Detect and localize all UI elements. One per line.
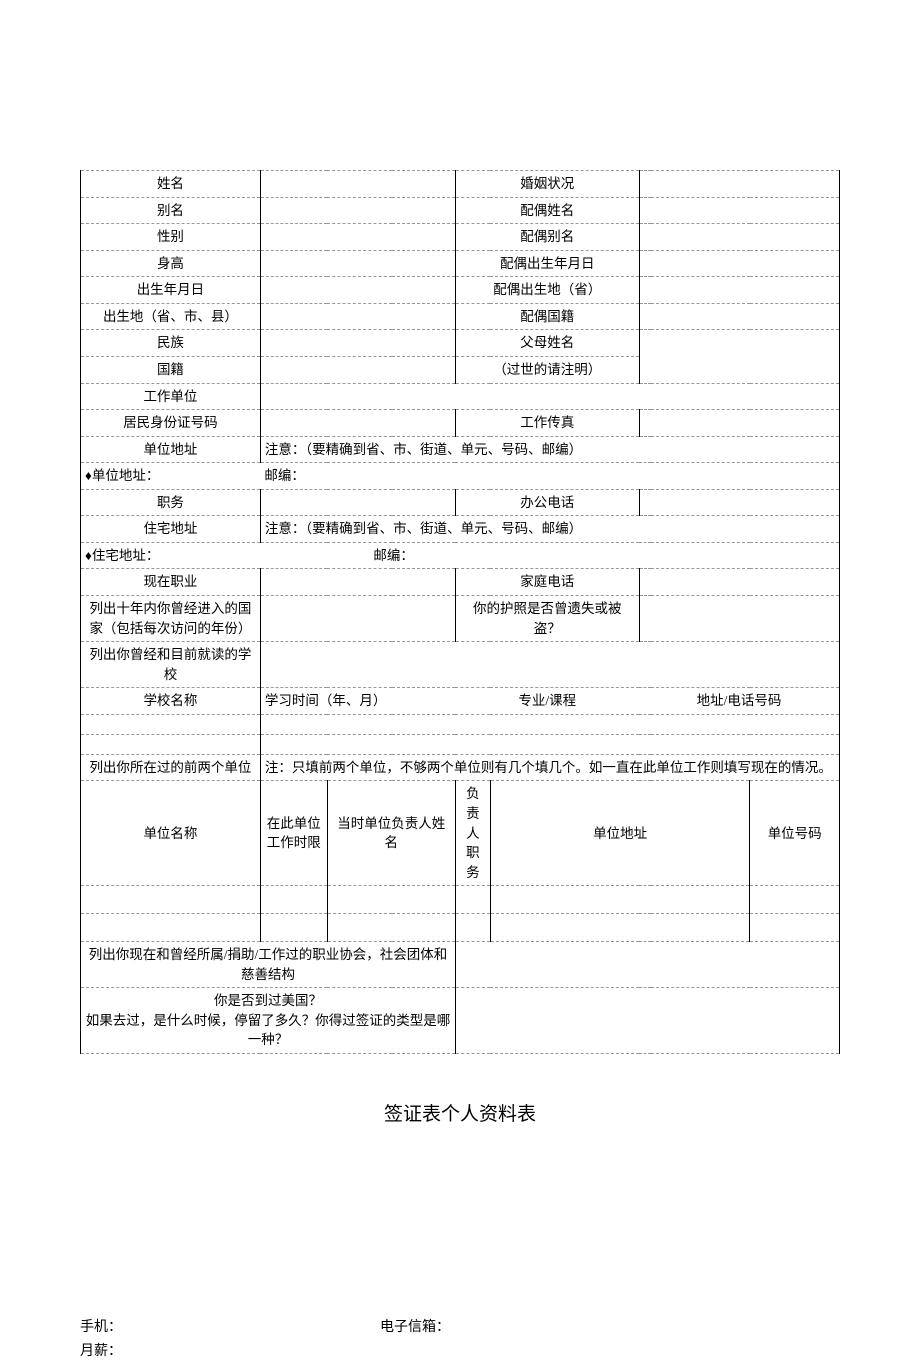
col-supervisor-name: 当时单位负责人姓名: [327, 781, 455, 886]
col-unit-addr: 单位地址: [490, 781, 750, 886]
field-countries-visited[interactable]: [260, 596, 455, 642]
label-marital-status: 婚姻状况: [455, 171, 639, 198]
field-birthplace[interactable]: [260, 303, 455, 330]
col-school-addr-phone: 地址/电话号码: [639, 688, 839, 715]
note-prev-units: 注：只填前两个单位，不够两个单位则有几个填几个。如一直在此单位工作则填写现在的情…: [260, 754, 839, 781]
field-spouse-name[interactable]: [639, 197, 839, 224]
note-unit-address: 注意：（要精确到省、市、街道、单元、号码、邮编）: [260, 436, 839, 463]
prefix-unit-address: ♦单位地址：: [81, 463, 261, 490]
label-home-phone: 家庭电话: [455, 569, 639, 596]
col-work-duration: 在此单位工作时限: [260, 781, 327, 886]
label-work-fax: 工作传真: [455, 410, 639, 437]
field-home-phone[interactable]: [639, 569, 839, 596]
field-passport-lost[interactable]: [639, 596, 839, 642]
prefix-postcode-2: 邮编：: [373, 548, 414, 563]
col-unit-name: 单位名称: [81, 781, 261, 886]
note-home-address: 注意：（要精确到省、市、街道、单元、号码、邮编）: [260, 516, 839, 543]
label-passport-lost: 你的护照是否曾遗失或被盗？: [455, 596, 639, 642]
field-parents-name[interactable]: [639, 330, 839, 383]
field-usa-visit[interactable]: [455, 988, 839, 1054]
label-spouse-dob: 配偶出生年月日: [455, 250, 639, 277]
label-birthplace: 出生地（省、市、县）: [81, 303, 261, 330]
field-spouse-nationality[interactable]: [639, 303, 839, 330]
label-prev-units: 列出你所在过的前两个单位: [81, 754, 261, 781]
col-study-period: 学习时间（年、月）: [260, 688, 455, 715]
field-marital-status[interactable]: [639, 171, 839, 198]
label-id-number: 居民身份证号码: [81, 410, 261, 437]
field-position[interactable]: [260, 489, 455, 516]
prefix-home-address: ♦住宅地址：: [85, 546, 370, 566]
form-title: 签证表个人资料表: [80, 1099, 840, 1126]
label-name: 姓名: [81, 171, 261, 198]
label-nationality: 国籍: [81, 356, 261, 383]
field-id-number[interactable]: [260, 410, 455, 437]
field-ethnicity[interactable]: [260, 330, 455, 357]
col-school-name: 学校名称: [81, 688, 261, 715]
field-work-unit[interactable]: [260, 383, 839, 410]
label-office-phone: 办公电话: [455, 489, 639, 516]
field-spouse-dob[interactable]: [639, 250, 839, 277]
label-associations: 列出你现在和曾经所属/捐助/工作过的职业协会，社会团体和慈善结构: [81, 942, 456, 988]
field-name[interactable]: [260, 171, 455, 198]
label-dob: 出生年月日: [81, 277, 261, 304]
field-nationality[interactable]: [260, 356, 455, 383]
footer-salary: 月薪：: [80, 1340, 380, 1360]
school-row-1[interactable]: [81, 714, 840, 734]
field-height[interactable]: [260, 250, 455, 277]
unit-row-2[interactable]: [81, 914, 840, 942]
col-major: 专业/课程: [455, 688, 639, 715]
field-current-occupation[interactable]: [260, 569, 455, 596]
field-spouse-birthplace[interactable]: [639, 277, 839, 304]
label-home-address: 住宅地址: [81, 516, 261, 543]
label-spouse-name: 配偶姓名: [455, 197, 639, 224]
label-work-unit: 工作单位: [81, 383, 261, 410]
label-current-occupation: 现在职业: [81, 569, 261, 596]
visa-personal-info-table: 姓名 婚姻状况 别名 配偶姓名 性别 配偶别名 身高 配偶出生年月日 出生年月日…: [80, 170, 840, 1054]
label-usa-visit: 你是否到过美国？ 如果去过，是什么时候，停留了多久？你得过签证的类型是哪一种？: [81, 988, 456, 1054]
label-alias: 别名: [81, 197, 261, 224]
school-row-2[interactable]: [81, 734, 840, 754]
unit-row-1[interactable]: [81, 886, 840, 914]
field-associations[interactable]: [455, 942, 839, 988]
col-supervisor-title: 负责人职务: [455, 781, 490, 886]
label-position: 职务: [81, 489, 261, 516]
footer-section: 手机： 电子信箱： 月薪：: [0, 1316, 920, 1360]
label-spouse-birthplace: 配偶出生地（省）: [455, 277, 639, 304]
label-spouse-alias: 配偶别名: [455, 224, 639, 251]
field-work-fax[interactable]: [639, 410, 839, 437]
label-countries-visited: 列出十年内你曾经进入的国家（包括每次访问的年份）: [81, 596, 261, 642]
label-parents-name: 父母姓名: [455, 330, 639, 357]
label-unit-address: 单位地址: [81, 436, 261, 463]
label-height: 身高: [81, 250, 261, 277]
col-unit-phone: 单位号码: [750, 781, 840, 886]
field-spouse-alias[interactable]: [639, 224, 839, 251]
field-alias[interactable]: [260, 197, 455, 224]
field-gender[interactable]: [260, 224, 455, 251]
field-schools-attended[interactable]: [260, 642, 839, 688]
row-home-address-full: ♦住宅地址： 邮编：: [81, 542, 840, 569]
label-spouse-nationality: 配偶国籍: [455, 303, 639, 330]
prefix-postcode-1: 邮编：: [260, 463, 839, 490]
label-deceased-note: （过世的请注明）: [455, 356, 639, 383]
field-office-phone[interactable]: [639, 489, 839, 516]
label-ethnicity: 民族: [81, 330, 261, 357]
field-dob[interactable]: [260, 277, 455, 304]
footer-email: 电子信箱：: [380, 1316, 450, 1336]
label-schools-attended: 列出你曾经和目前就读的学校: [81, 642, 261, 688]
footer-mobile: 手机：: [80, 1316, 380, 1336]
label-gender: 性别: [81, 224, 261, 251]
